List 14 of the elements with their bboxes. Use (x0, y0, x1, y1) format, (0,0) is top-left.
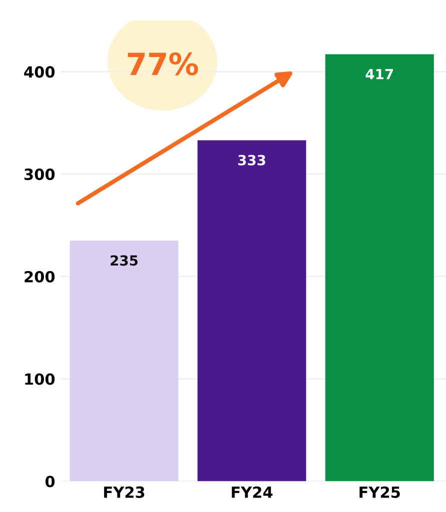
bar (70, 240, 178, 482)
y-tick-label: 0 (45, 476, 55, 488)
data-label: 235 (110, 255, 138, 266)
y-tick-label: 100 (25, 373, 55, 385)
bar (325, 54, 434, 482)
y-tick-label: 300 (24, 168, 55, 180)
data-label: 417 (366, 69, 393, 80)
y-tick-label: 200 (24, 270, 55, 282)
y-tick-label: 400 (24, 66, 55, 78)
annotation: 77% (128, 52, 198, 76)
x-tick-label: FY25 (360, 486, 400, 498)
x-tick-label: FY23 (104, 486, 144, 498)
data-label: 333 (238, 154, 266, 166)
x-tick-label: FY24 (232, 486, 273, 498)
